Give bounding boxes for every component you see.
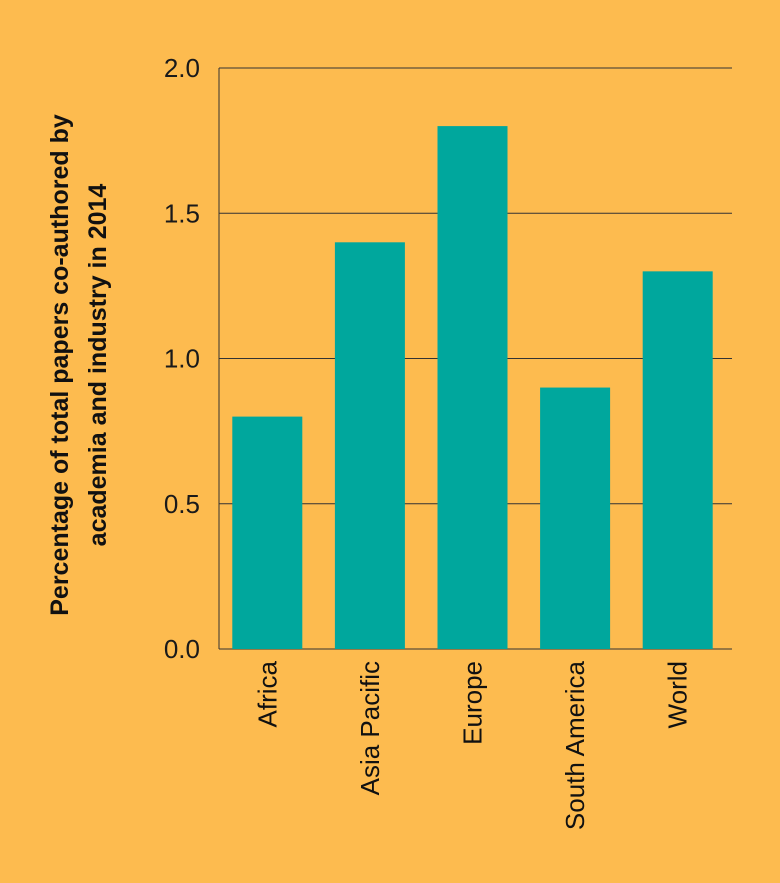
y-axis-label-line2: academia and industry in 2014 (84, 184, 112, 547)
y-axis-label-line1: Percentage of total papers co-authored b… (46, 114, 74, 616)
bar-europe (437, 126, 508, 650)
bar-south-america (540, 387, 611, 649)
x-category-label: Europe (458, 661, 488, 745)
x-category-label: Asia Pacific (355, 661, 385, 795)
x-category-label: Africa (252, 660, 282, 727)
x-category-label: World (663, 661, 693, 728)
bar-africa (232, 416, 303, 649)
x-category-label: South America (560, 660, 590, 830)
y-tick-label: 0.5 (164, 489, 200, 519)
y-tick-label: 2.0 (164, 53, 200, 83)
y-tick-label: 1.0 (164, 344, 200, 374)
bar-asia-pacific (334, 242, 405, 650)
bar-world (642, 271, 713, 649)
y-tick-label: 1.5 (164, 198, 200, 228)
y-tick-label: 0.0 (164, 634, 200, 664)
